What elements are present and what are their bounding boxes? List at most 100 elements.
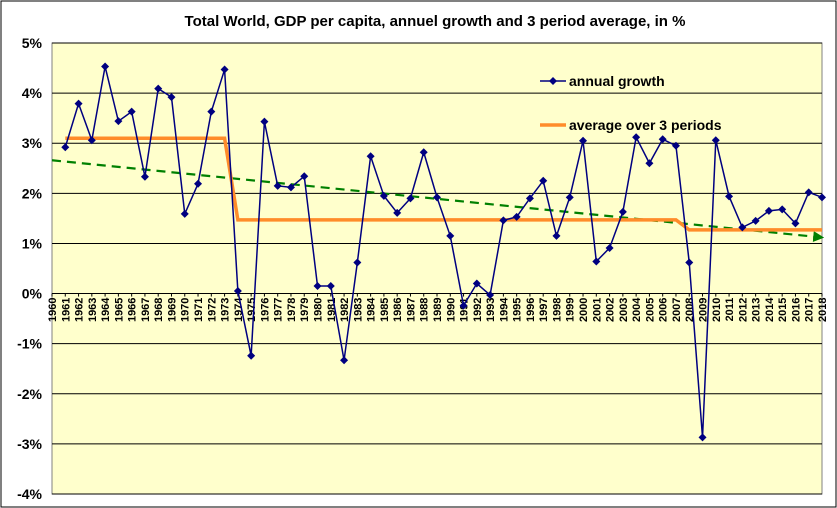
annual-growth-point xyxy=(778,205,787,214)
y-tick-label: -2% xyxy=(17,386,42,402)
grid-lines xyxy=(52,42,822,495)
annual-growth-point xyxy=(525,194,534,203)
annual-growth-point xyxy=(366,152,375,161)
x-tick-label: 1962 xyxy=(74,298,86,322)
annual-growth-point xyxy=(273,181,282,190)
legend-average-label: average over 3 periods xyxy=(569,117,722,133)
annual-growth-point xyxy=(180,209,189,218)
y-tick-label: 1% xyxy=(22,235,43,251)
x-tick-label: 1998 xyxy=(551,298,563,322)
annual-growth-point xyxy=(791,219,800,228)
annual-growth-point xyxy=(764,206,773,215)
annual-growth-point xyxy=(220,65,229,74)
annual-growth-point xyxy=(101,62,110,71)
annual-growth-point xyxy=(592,257,601,266)
annual-growth-point xyxy=(512,212,521,221)
y-tick-label: 4% xyxy=(22,85,43,101)
y-tick-label: 3% xyxy=(22,135,43,151)
annual-growth-point xyxy=(459,301,468,310)
annual-growth-point xyxy=(605,243,614,252)
x-tick-label: 1972 xyxy=(206,298,218,322)
annual-growth-point xyxy=(645,159,654,168)
x-tick-label: 1961 xyxy=(60,298,72,322)
x-tick-label: 1973 xyxy=(220,298,232,322)
x-tick-label: 2010 xyxy=(711,298,723,322)
y-tick-label: -3% xyxy=(17,436,42,452)
x-tick-label: 1994 xyxy=(498,297,510,322)
x-tick-label: 1977 xyxy=(273,298,285,322)
annual-growth-point xyxy=(353,258,362,267)
annual-growth-point xyxy=(565,193,574,202)
annual-growth-point xyxy=(379,191,388,200)
x-tick-label: 1980 xyxy=(313,298,325,322)
x-tick-label: 2009 xyxy=(698,298,710,322)
annual-growth-point xyxy=(698,433,707,442)
x-tick-label: 1963 xyxy=(87,298,99,322)
annual-growth-point xyxy=(194,179,203,188)
annual-growth-point xyxy=(658,135,667,144)
annual-growth-point xyxy=(313,282,322,291)
x-tick-label: 1986 xyxy=(392,298,404,322)
x-tick-label: 1970 xyxy=(180,298,192,322)
annual-growth-point xyxy=(87,136,96,145)
annual-growth-point xyxy=(818,193,826,202)
x-tick-label: 2018 xyxy=(817,298,829,322)
annual-growth-point xyxy=(738,223,747,232)
annual-growth-point xyxy=(340,356,349,365)
x-tick-label: 1975 xyxy=(246,298,258,322)
annual-growth-point xyxy=(233,287,242,296)
x-tick-label: 1966 xyxy=(127,298,139,322)
annual-growth-point xyxy=(140,172,149,181)
x-tick-label: 1974 xyxy=(233,297,245,322)
annual-growth-point xyxy=(632,133,641,142)
x-tick-label: 1995 xyxy=(512,298,524,322)
legend-annual-growth-marker xyxy=(549,77,557,85)
annual-growth-point xyxy=(552,231,561,240)
annual-growth-point xyxy=(685,258,694,267)
annual-growth-point xyxy=(711,136,720,145)
x-tick-label: 1997 xyxy=(538,298,550,322)
annual-growth-line xyxy=(64,66,823,438)
annual-growth-point xyxy=(260,117,269,126)
annual-growth-point xyxy=(393,208,402,217)
y-tick-label: 0% xyxy=(22,286,43,302)
annual-growth-point xyxy=(618,207,627,216)
x-tick-label: 2003 xyxy=(618,298,630,322)
x-tick-label: 2004 xyxy=(631,297,643,322)
x-tick-label: 1988 xyxy=(419,298,431,322)
x-tick-label: 1987 xyxy=(405,298,417,322)
annual-growth-point xyxy=(751,216,760,225)
annual-growth-point xyxy=(671,141,680,150)
x-tick-label: 1983 xyxy=(352,298,364,322)
x-tick-label: 1967 xyxy=(140,298,152,322)
x-tick-label: 1964 xyxy=(100,297,112,322)
annual-growth-point xyxy=(167,93,176,102)
x-tick-label: 1976 xyxy=(259,298,271,322)
x-tick-label: 2002 xyxy=(605,298,617,322)
annual-growth-point xyxy=(406,194,415,203)
x-tick-label: 1985 xyxy=(379,298,391,322)
x-tick-labels: 1960 1961 1962 1963 1964 1965 1966 1967 1968 1969… xyxy=(47,293,829,322)
y-tick-labels: 5% 4% 3% 2% 1% 0% -1% -2% -3% -4% xyxy=(17,35,42,502)
x-tick-label: 1960 xyxy=(47,298,59,322)
x-tick-label: 1999 xyxy=(565,298,577,322)
annual-growth-point xyxy=(286,183,295,192)
annual-growth-point xyxy=(207,107,216,116)
annual-growth-point xyxy=(247,351,256,360)
x-tick-label: 1981 xyxy=(326,298,338,322)
annual-growth-point xyxy=(725,192,734,201)
chart-title: Total World, GDP per capita, annuel grow… xyxy=(185,13,686,30)
x-tick-label: 1996 xyxy=(525,298,537,322)
x-tick-label: 2007 xyxy=(671,298,683,322)
y-tick-label: -4% xyxy=(17,486,42,502)
x-tick-label: 1971 xyxy=(193,298,205,322)
legend: annual growth average over 3 periods xyxy=(540,73,722,133)
x-tick-label: 2013 xyxy=(751,298,763,322)
annual-growth-point xyxy=(419,148,428,157)
x-tick-label: 2011 xyxy=(724,298,736,322)
annual-growth-point xyxy=(154,84,163,93)
x-tick-label: 2005 xyxy=(644,298,656,322)
y-tick-label: 5% xyxy=(22,35,43,51)
